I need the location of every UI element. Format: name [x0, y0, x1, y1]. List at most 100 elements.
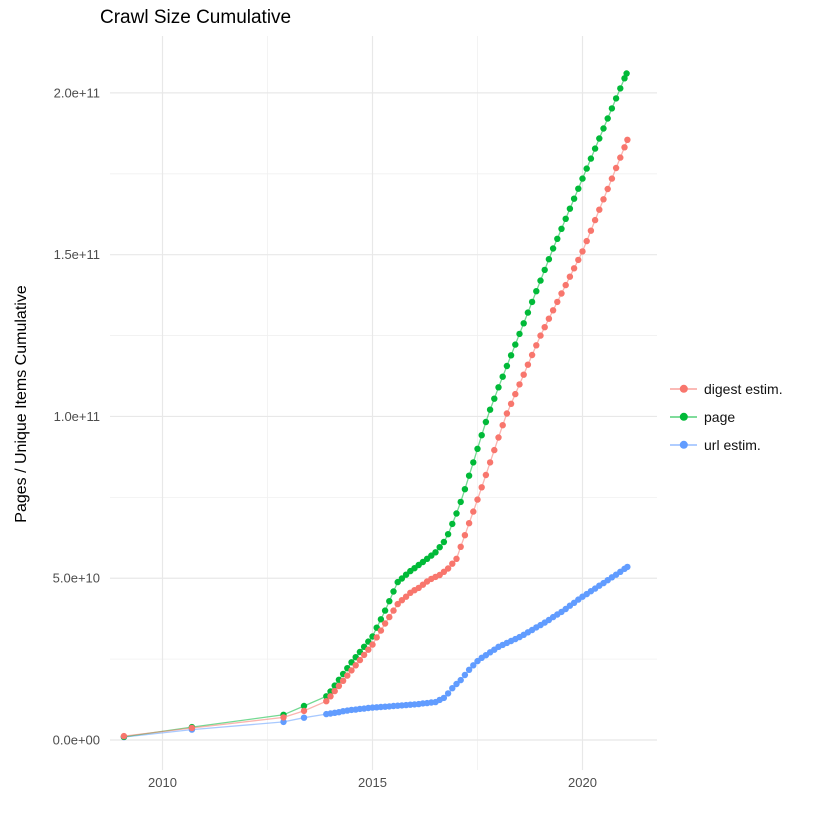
y-tick-label: 1.0e+11: [54, 409, 100, 424]
data-point: [188, 724, 196, 732]
legend-key-point-icon: [670, 380, 697, 398]
data-point: [444, 690, 452, 697]
data-point: [591, 145, 599, 152]
data-point: [570, 265, 578, 272]
data-point: [520, 371, 527, 378]
series-points-page: [120, 70, 630, 740]
y-tick-label: 1.5e+11: [54, 247, 100, 262]
data-point: [474, 445, 481, 452]
data-point: [562, 281, 569, 289]
x-tick-label: 2010: [148, 775, 177, 790]
data-point: [491, 446, 498, 454]
data-point: [604, 185, 611, 193]
data-point: [360, 651, 368, 659]
data-point: [570, 195, 578, 202]
data-point: [386, 613, 393, 621]
data-point: [461, 486, 469, 493]
legend-item-page: page: [670, 408, 783, 426]
data-point: [566, 205, 574, 212]
data-point: [549, 245, 557, 252]
y-tick-label: 0.0e+00: [53, 733, 100, 748]
data-point: [377, 627, 385, 634]
data-point: [621, 144, 628, 151]
data-point: [398, 597, 406, 604]
data-point: [624, 563, 631, 571]
data-point: [575, 256, 582, 264]
data-point: [120, 732, 128, 740]
data-point: [516, 381, 523, 388]
data-point: [579, 175, 586, 182]
legend: digest estim. page url estim.: [670, 380, 783, 464]
data-point: [478, 484, 485, 491]
data-point: [365, 646, 372, 653]
data-point: [331, 687, 338, 695]
data-point: [457, 498, 464, 506]
data-point: [280, 714, 287, 721]
data-point: [608, 175, 616, 182]
data-point: [356, 656, 364, 664]
data-point: [449, 520, 456, 528]
data-point: [344, 672, 351, 679]
data-point: [554, 298, 561, 306]
data-point: [461, 532, 469, 539]
data-point: [507, 400, 515, 407]
data-point: [348, 667, 355, 674]
legend-key-dot: [679, 440, 688, 450]
data-point: [575, 185, 582, 192]
data-point: [449, 685, 456, 692]
data-point: [444, 531, 452, 538]
data-point: [402, 571, 410, 578]
data-point: [390, 607, 397, 614]
data-point: [457, 676, 464, 684]
legend-key-dot: [679, 412, 688, 422]
data-point: [465, 520, 473, 527]
data-point: [541, 324, 548, 331]
data-point: [621, 75, 628, 82]
data-point: [533, 342, 540, 349]
data-point: [520, 320, 527, 327]
data-point: [587, 155, 595, 162]
data-point: [623, 70, 630, 77]
data-point: [591, 216, 599, 224]
series-points-url-estim-: [120, 563, 631, 741]
data-point: [516, 330, 523, 338]
data-point: [381, 607, 389, 614]
data-point: [373, 634, 380, 641]
data-point: [495, 384, 502, 391]
series-line-digest-estim-: [123, 139, 629, 737]
data-point: [300, 702, 308, 710]
y-tick-label: 2.0e+11: [54, 85, 100, 100]
data-point: [470, 459, 477, 466]
data-point: [587, 227, 595, 234]
data-point: [453, 555, 460, 562]
legend-label: url estim.: [704, 437, 761, 453]
x-tick-label: 2020: [568, 775, 597, 790]
data-point: [335, 682, 343, 690]
data-point: [612, 95, 620, 102]
data-point: [512, 390, 519, 398]
data-point: [524, 309, 532, 316]
data-point: [533, 288, 540, 295]
data-point: [507, 352, 515, 359]
series-line-url-estim-: [123, 566, 628, 738]
data-point: [300, 714, 308, 721]
data-point: [558, 290, 565, 297]
data-point: [474, 496, 481, 503]
data-point: [549, 307, 557, 314]
data-point: [554, 235, 561, 242]
data-point: [369, 641, 376, 648]
legend-label: digest estim.: [704, 381, 783, 397]
data-point: [612, 164, 620, 172]
data-point: [482, 471, 490, 479]
data-point: [394, 578, 401, 586]
data-point: [461, 671, 469, 679]
data-point: [566, 273, 574, 280]
data-point: [617, 154, 624, 161]
data-point: [432, 549, 439, 556]
data-point: [583, 237, 590, 245]
data-point: [478, 432, 485, 439]
legend-key-dot: [679, 384, 688, 394]
legend-key-point-icon: [670, 408, 697, 426]
data-point: [579, 248, 586, 255]
